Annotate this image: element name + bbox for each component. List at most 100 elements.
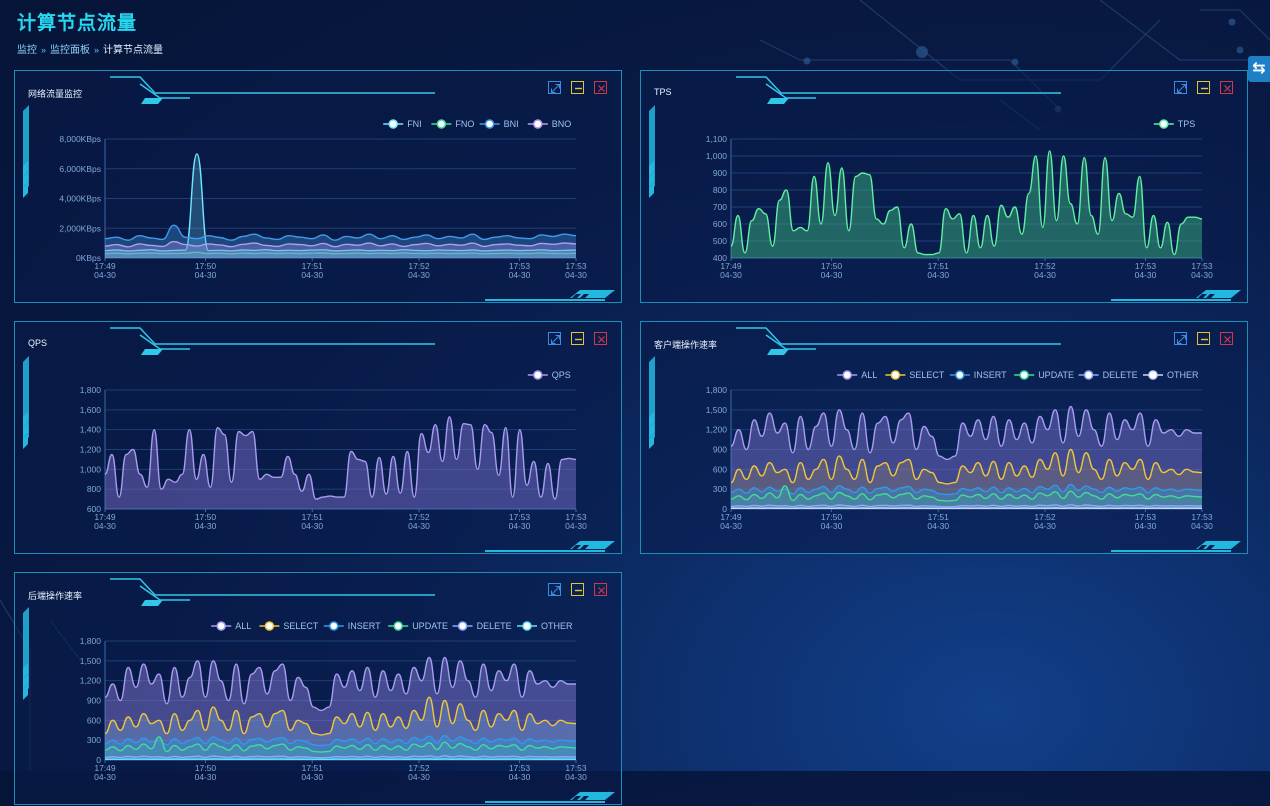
series-line-select — [105, 696, 576, 736]
maximize-icon[interactable] — [548, 81, 561, 94]
x-tick-date-label: 04-30 — [821, 270, 843, 280]
x-tick-label: 17:51 — [302, 512, 324, 522]
chart-backend-ops: 03006009001,2001,5001,80017:4904-3017:50… — [80, 621, 587, 782]
series-area-fni — [105, 153, 576, 258]
legend-item-other[interactable]: OTHER — [1143, 370, 1199, 380]
close-icon[interactable] — [594, 583, 607, 596]
y-tick-label: 300 — [713, 484, 727, 494]
breadcrumb-current: 计算节点流量 — [103, 45, 164, 56]
x-tick-label: 17:49 — [94, 512, 116, 522]
y-tick-label: 1,000 — [706, 151, 728, 161]
maximize-icon[interactable] — [1174, 332, 1187, 345]
x-tick-date-label: 04-30 — [408, 270, 430, 280]
legend-item-select[interactable]: SELECT — [259, 621, 319, 631]
legend-item-all[interactable]: ALL — [837, 370, 877, 380]
svg-text:QPS: QPS — [552, 370, 571, 380]
legend-item-update[interactable]: UPDATE — [388, 621, 448, 631]
x-tick-label: 17:52 — [408, 261, 430, 271]
breadcrumb-link-monitor[interactable]: 监控 — [17, 45, 37, 56]
y-tick-label: 1,800 — [80, 385, 102, 395]
legend-item-delete[interactable]: DELETE — [1078, 370, 1138, 380]
legend-item-bni[interactable]: BNI — [479, 119, 519, 129]
svg-text:INSERT: INSERT — [974, 370, 1007, 380]
y-tick-label: 4,000KBps — [59, 194, 101, 204]
minimize-icon[interactable] — [1197, 81, 1210, 94]
series-line-bni — [105, 224, 576, 241]
x-tick-label: 17:51 — [928, 512, 950, 522]
minimize-icon[interactable] — [571, 583, 584, 596]
breadcrumb-link-dashboard[interactable]: 监控面板 — [50, 45, 91, 56]
x-tick-label: 17:50 — [195, 763, 217, 773]
x-tick-date-label: 04-30 — [927, 521, 949, 531]
y-tick-label: 1,800 — [80, 636, 102, 646]
y-tick-label: 900 — [87, 696, 101, 706]
side-panel-toggle-icon[interactable]: ⇆ — [1248, 56, 1270, 82]
y-tick-label: 1,500 — [706, 405, 728, 415]
svg-text:ALL: ALL — [861, 370, 877, 380]
x-tick-date-label: 04-30 — [195, 772, 217, 782]
x-tick-date-label: 04-30 — [720, 521, 742, 531]
minimize-icon[interactable] — [571, 81, 584, 94]
x-tick-label: 17:51 — [928, 261, 950, 271]
x-tick-date-label: 04-30 — [301, 772, 323, 782]
svg-text:DELETE: DELETE — [1103, 370, 1138, 380]
x-tick-date-label: 04-30 — [408, 521, 430, 531]
y-tick-label: 1,000 — [80, 464, 102, 474]
y-tick-label: 600 — [713, 464, 727, 474]
x-tick-label: 17:53 — [1191, 512, 1213, 522]
legend-item-fni[interactable]: FNI — [383, 119, 422, 129]
x-tick-date-label: 04-30 — [301, 521, 323, 531]
x-tick-label: 17:50 — [821, 261, 843, 271]
x-tick-label: 17:51 — [302, 261, 324, 271]
x-tick-label: 17:53 — [509, 763, 531, 773]
legend-item-update[interactable]: UPDATE — [1014, 370, 1074, 380]
x-tick-label: 17:52 — [408, 512, 430, 522]
legend-item-insert[interactable]: INSERT — [949, 370, 1007, 380]
maximize-icon[interactable] — [548, 332, 561, 345]
legend-item-all[interactable]: ALL — [211, 621, 251, 631]
legend-item-insert[interactable]: INSERT — [323, 621, 381, 631]
panel-title: TPS — [654, 87, 672, 97]
x-tick-date-label: 04-30 — [195, 521, 217, 531]
legend-item-fno[interactable]: FNO — [431, 119, 474, 129]
series-area-select — [731, 449, 1202, 509]
y-tick-label: 0 — [722, 504, 727, 514]
x-tick-date-label: 04-30 — [509, 270, 531, 280]
svg-text:ALL: ALL — [235, 621, 251, 631]
y-tick-label: 0KBps — [76, 253, 101, 263]
x-tick-date-label: 04-30 — [1135, 270, 1157, 280]
y-tick-label: 700 — [713, 202, 727, 212]
breadcrumb-separator-icon: » — [94, 45, 100, 55]
close-icon[interactable] — [594, 81, 607, 94]
x-tick-date-label: 04-30 — [301, 270, 323, 280]
legend-item-other[interactable]: OTHER — [517, 621, 573, 631]
maximize-icon[interactable] — [548, 583, 561, 596]
chart-qps: 6008001,0001,2001,4001,6001,80017:4904-3… — [80, 370, 587, 531]
panel-title: 网络流量监控 — [28, 89, 83, 99]
legend-item-delete[interactable]: DELETE — [452, 621, 512, 631]
series-line-update — [105, 736, 576, 753]
panel-title: 客户端操作速率 — [654, 340, 718, 350]
y-tick-label: 1,600 — [80, 405, 102, 415]
series-line-all — [105, 656, 576, 712]
close-icon[interactable] — [1220, 332, 1233, 345]
close-icon[interactable] — [594, 332, 607, 345]
x-tick-date-label: 04-30 — [408, 772, 430, 782]
legend-item-tps[interactable]: TPS — [1153, 119, 1196, 129]
x-tick-label: 17:53 — [565, 261, 587, 271]
legend-item-select[interactable]: SELECT — [885, 370, 945, 380]
legend-item-bno[interactable]: BNO — [527, 119, 572, 129]
svg-text:SELECT: SELECT — [909, 370, 945, 380]
x-tick-label: 17:53 — [1135, 512, 1157, 522]
svg-text:TPS: TPS — [1178, 119, 1196, 129]
x-tick-label: 17:53 — [565, 763, 587, 773]
legend-item-qps[interactable]: QPS — [527, 370, 571, 380]
x-tick-label: 17:53 — [1191, 261, 1213, 271]
maximize-icon[interactable] — [1174, 81, 1187, 94]
x-tick-date-label: 04-30 — [94, 521, 116, 531]
close-icon[interactable] — [1220, 81, 1233, 94]
minimize-icon[interactable] — [1197, 332, 1210, 345]
x-tick-date-label: 04-30 — [94, 772, 116, 782]
y-tick-label: 600 — [713, 219, 727, 229]
minimize-icon[interactable] — [571, 332, 584, 345]
